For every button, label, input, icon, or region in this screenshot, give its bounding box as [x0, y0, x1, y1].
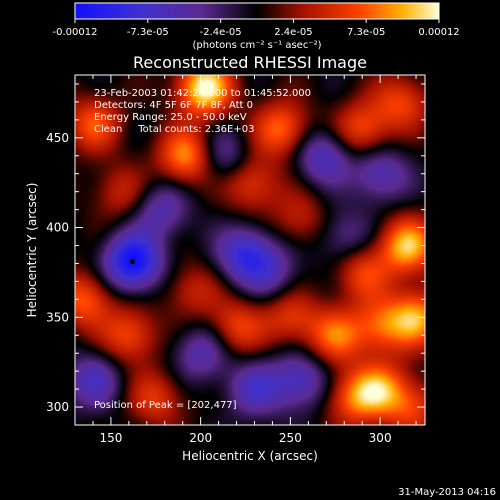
x-tick-label: 200 — [189, 431, 212, 445]
x-tick-label: 250 — [279, 431, 302, 445]
colorbar-tick-label: -7.3e-05 — [127, 27, 169, 38]
x-tick-label: 150 — [99, 431, 122, 445]
annotation-time-range: 23-Feb-2003 01:42:24.000 to 01:45:52.000 — [94, 88, 311, 99]
peak-marker — [129, 259, 135, 265]
plot-frame — [74, 74, 426, 426]
x-tick-label: 300 — [369, 431, 392, 445]
chart-title: Reconstructed RHESSI Image — [133, 53, 367, 72]
colorbar — [74, 2, 440, 20]
colorbar-tick-label: 7.3e-05 — [347, 27, 385, 38]
x-tick-labels: 150 200 250 300 — [99, 431, 391, 445]
x-axis-label: Heliocentric X (arcsec) — [182, 449, 318, 463]
colorbar-tick-labels: -0.00012 -7.3e-05 -2.4e-05 2.4e-05 7.3e-05 0.… — [53, 27, 460, 38]
annotation-clean-counts: Clean Total counts: 2.36E+03 — [94, 124, 254, 135]
y-tick-label: 400 — [46, 221, 69, 235]
colorbar-ticks — [74, 19, 440, 23]
heatmap-image — [75, 75, 425, 425]
axis-ticks — [75, 75, 425, 426]
annotation-detectors: Detectors: 4F 5F 6F 7F 8F, Att 0 — [94, 100, 253, 111]
annotation-energy-range: Energy Range: 25.0 - 50.0 keV — [94, 112, 247, 123]
y-tick-label: 450 — [46, 131, 69, 145]
colorbar-tick-label: 2.4e-05 — [274, 27, 312, 38]
colorbar-tick-label: -2.4e-05 — [200, 27, 242, 38]
y-tick-labels: 300 350 400 450 — [46, 131, 69, 414]
colorbar-unit-label: (photons cm⁻² s⁻¹ asec⁻²) — [192, 40, 321, 51]
footer-date: 31-May-2013 04:16 — [398, 487, 496, 498]
y-axis-label: Heliocentric Y (arcsec) — [25, 183, 39, 318]
y-tick-label: 350 — [46, 310, 69, 324]
colorbar-tick-label: 0.00012 — [418, 27, 459, 38]
colorbar-tick-label: -0.00012 — [53, 27, 98, 38]
peak-position-label: Position of Peak = [202,477] — [94, 400, 237, 411]
y-tick-label: 300 — [46, 400, 69, 414]
